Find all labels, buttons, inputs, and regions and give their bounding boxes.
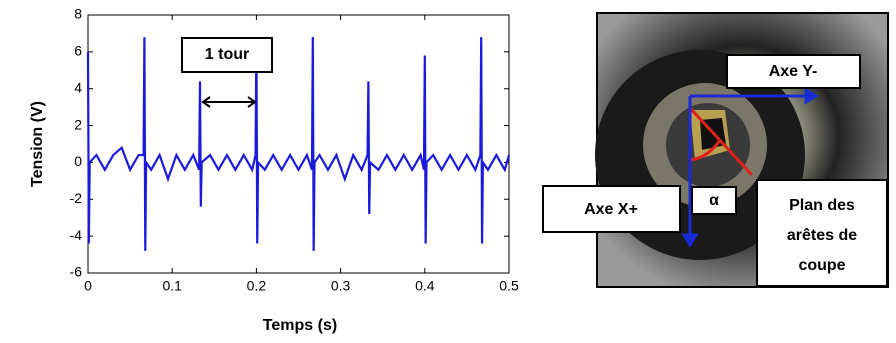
y-tick-label: 0: [74, 153, 82, 169]
x-tick-label: 0.5: [499, 278, 519, 294]
plane-label: coupe: [798, 257, 845, 274]
chart: -6 -4 -2 0 2 4 6 8 0 0.1 0.2 0.3 0.4 0.5: [70, 6, 519, 294]
plot-area: [87, 14, 510, 274]
y-tick-label: 2: [74, 116, 82, 132]
x-tick-label: 0.2: [247, 278, 267, 294]
axis-x-label: Axe X+: [584, 201, 638, 218]
photo-overlay: Axe Y- Axe X+ α Plan des arêtes de coupe: [542, 54, 888, 287]
x-tick-label: 0.3: [331, 278, 351, 294]
x-tick-label: 0: [84, 278, 92, 294]
y-tick-label: -2: [70, 190, 83, 206]
annotation-box: [181, 37, 273, 73]
period-arrow: [201, 96, 257, 108]
x-axis-label: Temps (s): [263, 317, 337, 334]
annotation: 1 tour: [205, 46, 249, 63]
axis-y-label: Axe Y-: [769, 63, 818, 80]
angle-label: α: [709, 192, 719, 209]
signal-line: [86, 37, 511, 251]
y-tick-label: 4: [74, 79, 82, 95]
x-tick-label: 0.4: [415, 278, 435, 294]
x-tick-label: 0.1: [162, 278, 182, 294]
plane-label: arêtes de: [787, 227, 857, 244]
y-tick-label: -4: [70, 227, 83, 243]
y-axis-label: Tension (V): [29, 101, 46, 187]
plane-label: Plan des: [789, 197, 855, 214]
y-tick-label: 6: [74, 43, 82, 59]
y-tick-label: 8: [74, 6, 82, 22]
y-tick-label: -6: [70, 264, 83, 280]
